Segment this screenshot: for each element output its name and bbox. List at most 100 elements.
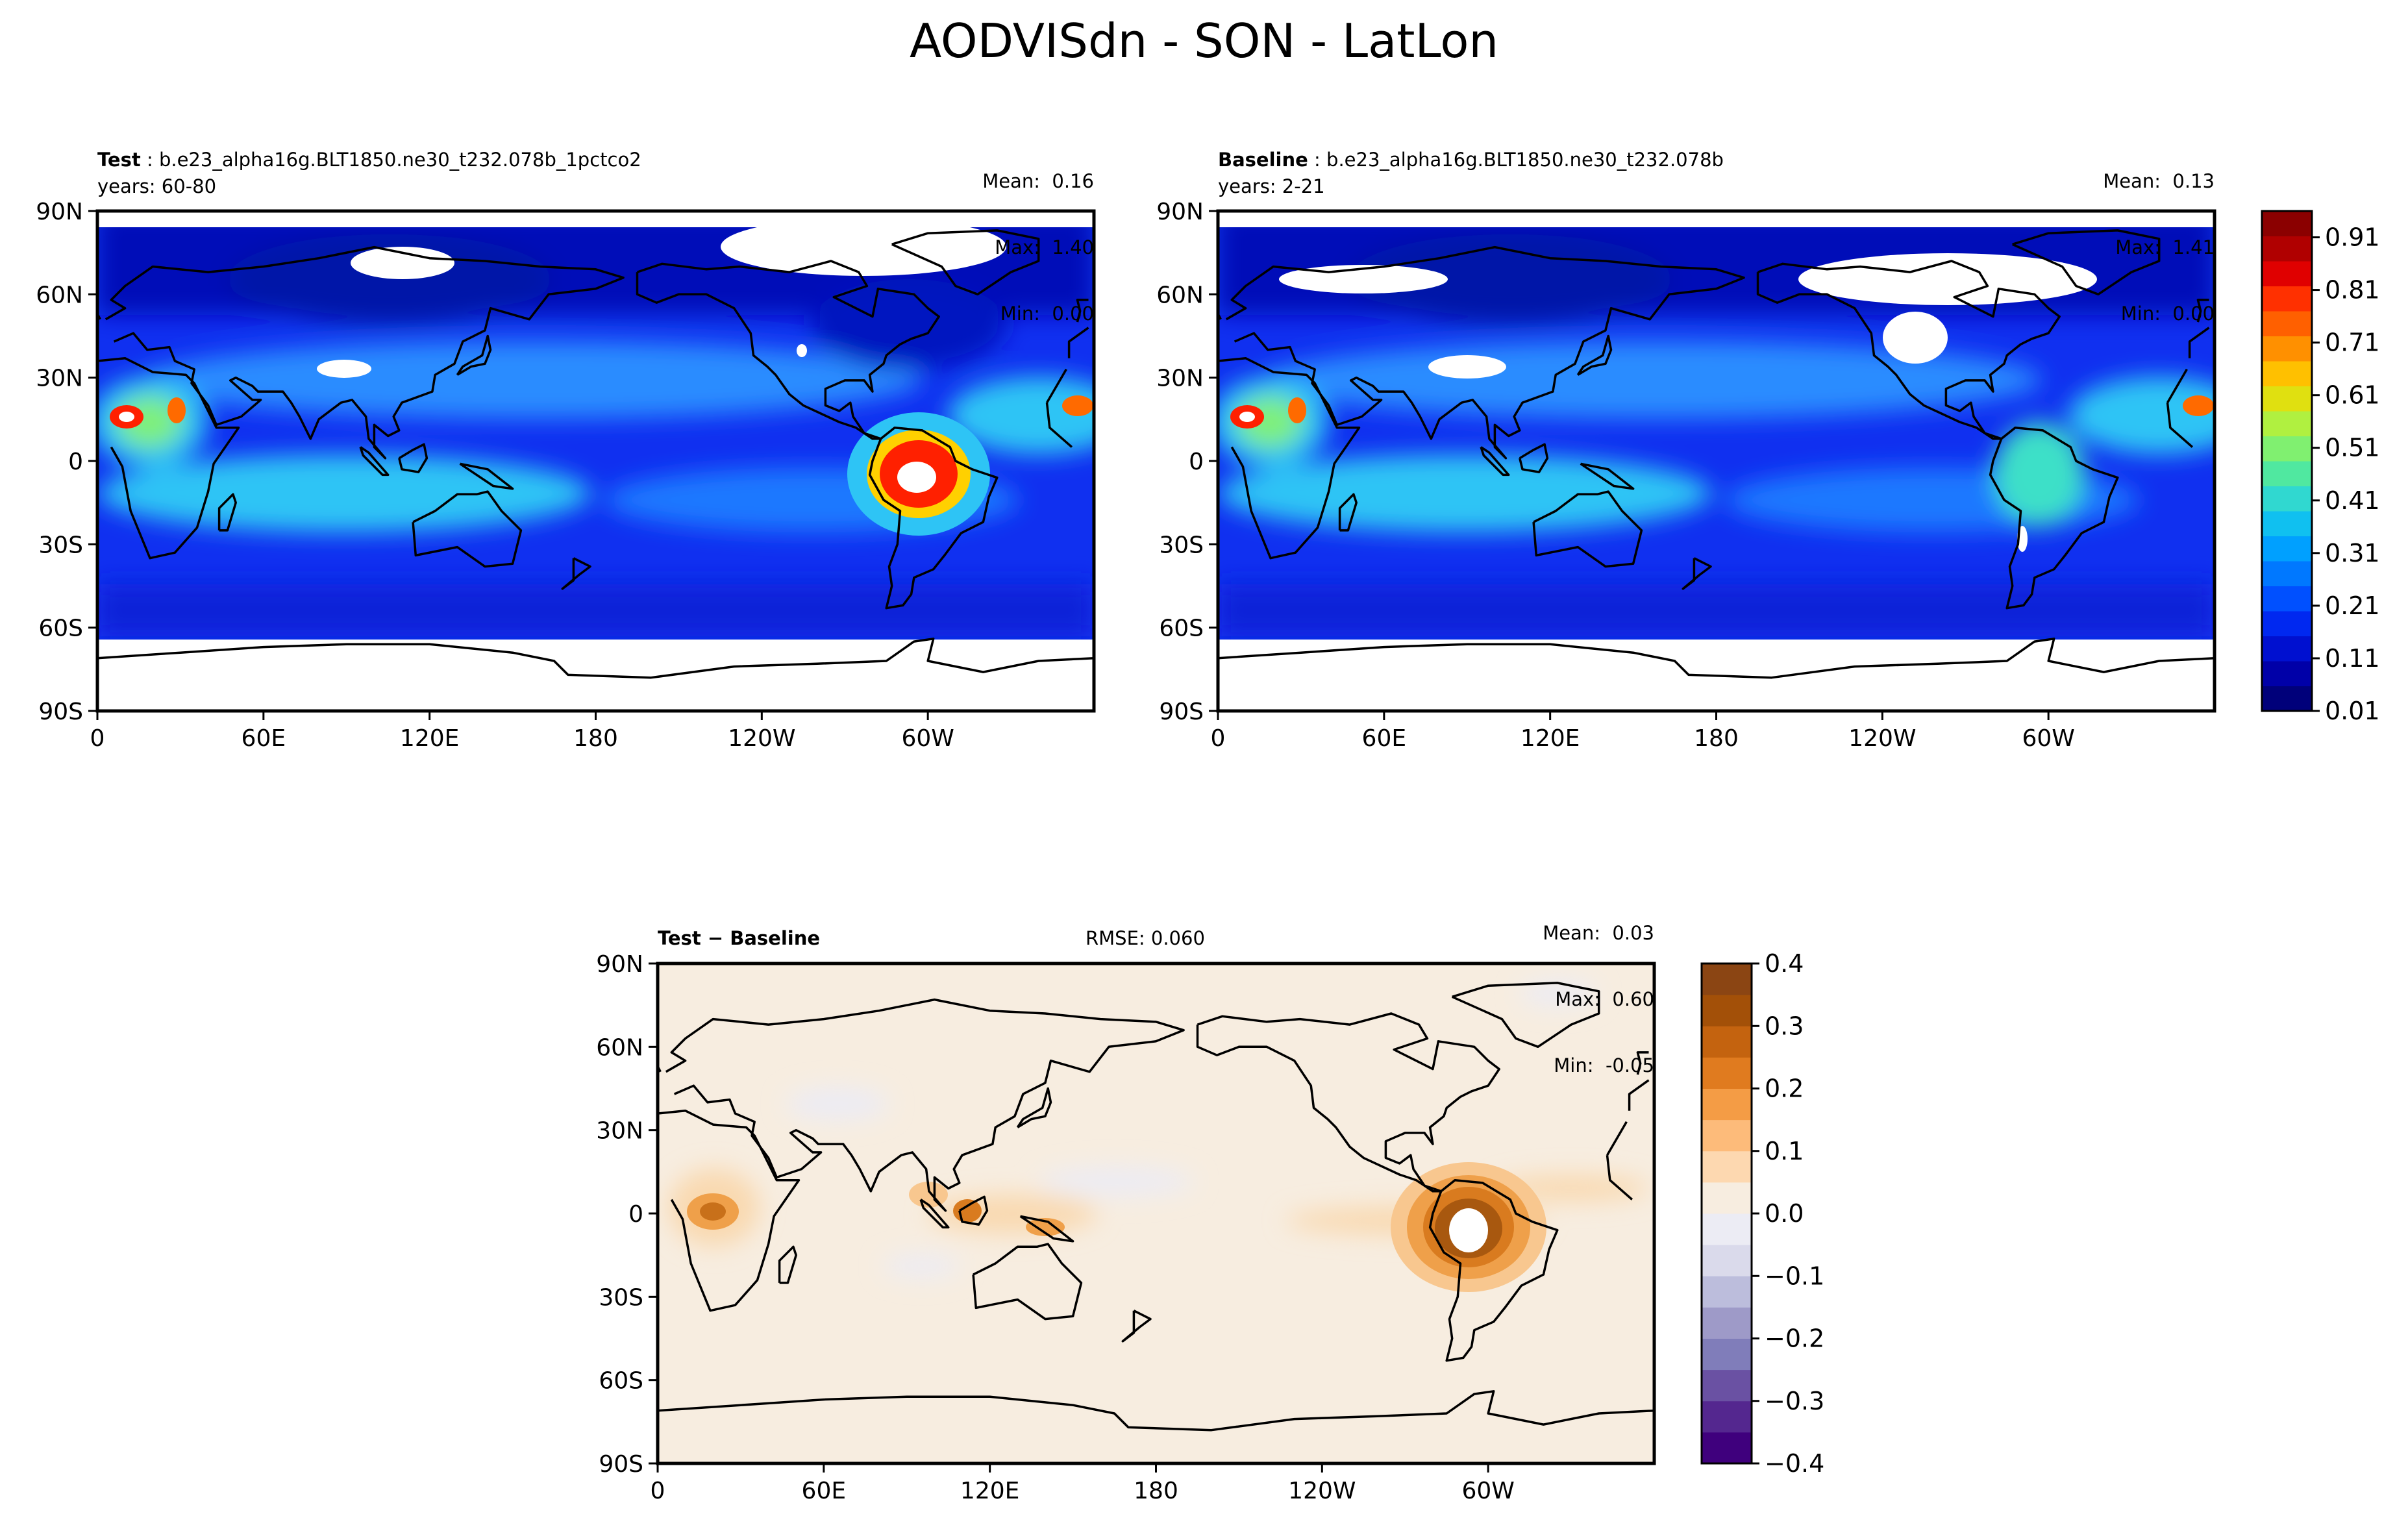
colorbar-swatch xyxy=(2262,511,2312,536)
colorbar-tick-label: 0.31 xyxy=(2325,539,2380,567)
colorbar-swatch xyxy=(2262,611,2312,636)
coastline-0 xyxy=(97,356,1073,560)
y-tick-label: 60S xyxy=(38,615,83,642)
colorbar-swatch xyxy=(2262,261,2312,286)
coastline-8 xyxy=(412,490,523,568)
colorbar-aod: 0.91 0.81 0.71 0.61 0.51 0.41 0.31 0.21 0.11 0.01 xyxy=(2261,210,2380,725)
test-stats: Mean: 0.16 Max: 1.40 Min: 0.00 xyxy=(902,126,1094,347)
colorbar-frame xyxy=(2261,210,2313,712)
coastline-5 xyxy=(1480,446,1510,477)
coastline-7 xyxy=(1019,1215,1074,1243)
colorbar-tick-label: 0.91 xyxy=(2325,223,2380,252)
diff-mean-label: Mean: xyxy=(1543,922,1600,944)
diff-label: Test − Baseline xyxy=(658,927,821,949)
diff-mean: 0.03 xyxy=(1612,922,1654,944)
colorbar-swatch xyxy=(2262,236,2312,262)
colorbar-tick-label: 0.41 xyxy=(2325,486,2380,515)
test-mean-label: Mean: xyxy=(982,170,1040,192)
coastline-1 xyxy=(665,998,1650,1212)
colorbar-swatch xyxy=(1702,1307,1752,1339)
coastline-9 xyxy=(1682,557,1712,590)
coastline-12 xyxy=(1989,426,2119,610)
y-tick-label: 30S xyxy=(599,1284,643,1311)
baseline-map xyxy=(1218,211,2215,711)
x-tick-label: 180 xyxy=(573,725,618,752)
colorbar-tick-label: 0.21 xyxy=(2325,591,2380,620)
baseline-min: 0.00 xyxy=(2172,303,2215,325)
y-tick-label: 60N xyxy=(36,282,83,308)
colorbar-swatch xyxy=(1702,1213,1752,1245)
diff-max: 0.60 xyxy=(1612,988,1654,1010)
colorbar-swatch xyxy=(1702,1338,1752,1371)
diff-min-label: Min: xyxy=(1554,1054,1594,1076)
diff-header: Test − Baseline xyxy=(658,927,820,949)
y-tick-label: 90S xyxy=(599,1451,643,1478)
colorbar-tick-label: 0.2 xyxy=(1765,1075,1804,1103)
y-tick-label: 90N xyxy=(1156,199,1204,225)
test-coastlines xyxy=(97,229,1094,679)
baseline-case: b.e23_alpha16g.BLT1850.ne30_t232.078b xyxy=(1326,149,1724,171)
colorbar-tick-label: 0.81 xyxy=(2325,276,2380,305)
colorbar-swatch xyxy=(2262,561,2312,586)
colorbar-swatch xyxy=(1702,1119,1752,1152)
colorbar-swatch xyxy=(1702,1182,1752,1214)
x-tick-label: 120W xyxy=(728,725,795,752)
colorbar-tick-label: −0.4 xyxy=(1765,1449,1824,1478)
y-tick-label: 30S xyxy=(1159,532,1204,558)
y-tick-label: 30N xyxy=(596,1118,643,1145)
y-tick-label: 0 xyxy=(68,449,83,475)
test-min-label: Min: xyxy=(1000,303,1040,325)
colorbar-swatch xyxy=(2262,586,2312,612)
diff-map xyxy=(658,963,1654,1463)
coastline-11 xyxy=(1451,982,1600,1049)
colorbar-swatch xyxy=(1702,995,1752,1026)
coastline-8 xyxy=(972,1243,1083,1321)
diff-rmse: RMSE: 0.060 xyxy=(1086,927,1205,949)
diff-coastlines xyxy=(658,982,1654,1432)
colorbar-tick-label: 0.11 xyxy=(2325,644,2380,673)
y-tick-label: 90S xyxy=(1159,699,1204,725)
colorbar-swatch xyxy=(2262,686,2312,712)
x-tick-label: 120E xyxy=(400,725,459,752)
baseline-coastlines xyxy=(1218,229,2215,679)
colorbar-swatch xyxy=(2262,411,2312,436)
colorbar-swatch xyxy=(2262,461,2312,486)
coastline-4 xyxy=(1338,493,1358,532)
colorbar-tick-label: −0.2 xyxy=(1765,1324,1824,1353)
coastline-11 xyxy=(891,229,1040,296)
x-tick-label: 0 xyxy=(90,725,105,752)
baseline-min-label: Min: xyxy=(2120,303,2161,325)
test-max: 1.40 xyxy=(1052,236,1094,258)
colorbar-swatch xyxy=(1702,1432,1752,1464)
colorbar-tick-label: 0.71 xyxy=(2325,329,2380,357)
x-tick-label: 0 xyxy=(1211,725,1226,752)
test-map xyxy=(97,211,1094,711)
x-tick-label: 60E xyxy=(1362,725,1407,752)
coastline-13 xyxy=(97,638,1094,679)
coastline-1 xyxy=(105,245,1089,460)
baseline-years: years: 2-21 xyxy=(1218,175,1325,197)
diff-axes: 0 60E 120E 180 120W 60W 90N 60N 30N 0 30S 60S 90S xyxy=(596,951,1515,1504)
colorbar-swatch xyxy=(1702,1369,1752,1402)
diff-hotspot-south-america-core xyxy=(1449,1208,1488,1252)
colorbar-tick-label: 0.4 xyxy=(1765,949,1804,978)
colorbar-swatch xyxy=(2262,211,2312,236)
colorbar-swatch xyxy=(2262,386,2312,412)
y-tick-label: 90N xyxy=(596,951,643,978)
baseline-mean-label: Mean: xyxy=(2103,170,2161,192)
baseline-max: 1.41 xyxy=(2172,236,2215,258)
test-years: years: 60-80 xyxy=(97,175,217,197)
colorbar-swatch xyxy=(1702,963,1752,995)
coastline-0 xyxy=(1218,356,2194,560)
x-tick-label: 60E xyxy=(802,1478,847,1504)
colorbar-swatch xyxy=(1702,1088,1752,1121)
baseline-axes: 0 60E 120E 180 120W 60W 90N 60N 30N 0 30S 60S 90S xyxy=(1156,199,2075,752)
coastline-9 xyxy=(1121,1310,1152,1343)
coastline-13 xyxy=(1218,638,2215,679)
coastline-3 xyxy=(1016,1087,1052,1128)
y-tick-label: 60S xyxy=(1159,615,1204,642)
colorbar-swatch xyxy=(1702,1245,1752,1276)
diff-stats: Mean: 0.03 Max: 0.60 Min: -0.05 xyxy=(1453,878,1654,1099)
coastline-6 xyxy=(1519,443,1549,473)
coastline-7 xyxy=(1580,462,1635,490)
